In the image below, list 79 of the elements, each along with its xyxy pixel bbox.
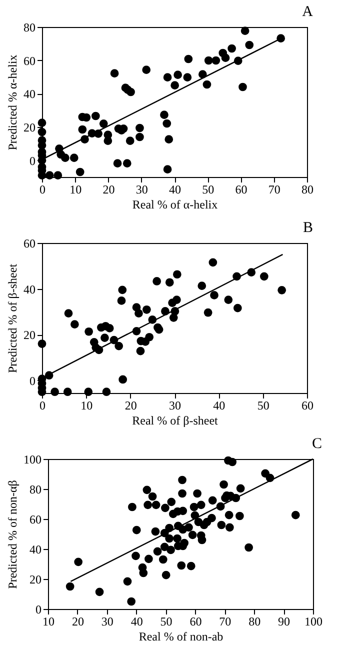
point [70,320,79,328]
point [38,340,46,348]
point [63,388,72,396]
x-tick-label: 60 [302,398,314,412]
point [142,305,151,314]
text: B [302,220,313,236]
y-tick-label: 80 [24,20,36,34]
text: A [302,4,314,20]
point [204,308,212,317]
y-tick-label: 0 [36,602,42,616]
point [118,286,127,294]
point [84,388,93,396]
point [105,324,114,332]
point [165,278,174,287]
x-tick-label: 10 [80,398,93,412]
y-axis-title: Predicted % α-helix [6,54,20,150]
x-tick-label: 30 [101,614,114,628]
x-tick-label: 10 [42,614,54,628]
x-axis-title: Real % of β-sheet [132,414,219,428]
point [208,258,218,267]
x-tick-label: 50 [257,398,270,412]
x-tick-label: 90 [278,614,290,628]
x-tick-label: 40 [130,614,143,628]
y-axis-title: Predicted % of non-αβ [6,480,20,589]
y-tick-label: 20 [30,572,42,586]
y-tick-label: 40 [24,87,36,102]
y-tick-label: 80 [30,482,42,496]
point [172,296,181,304]
point [172,270,182,279]
x-tick-label: 70 [268,182,280,196]
point [233,304,242,312]
x-tick-label: 60 [235,182,248,196]
point [260,272,268,281]
x-tick-label: 50 [202,182,214,196]
point [278,286,286,294]
x-tick-label: 40 [169,182,181,196]
x-tick-label: 80 [302,182,314,196]
point [152,277,162,286]
x-tick-label: 60 [190,614,202,628]
y-tick-label: 20 [24,328,36,342]
point [136,346,145,356]
x-tick-label: 70 [219,614,232,628]
y-tick-label: 40 [24,282,36,296]
y-axis-title: Predicted % of β-sheet [6,263,20,374]
point [169,313,178,322]
y-tick-label: 100 [24,452,42,466]
x-tick-label: 40 [213,398,226,412]
x-tick-label: 100 [304,614,322,628]
point [100,334,109,342]
x-tick-label: 30 [136,182,148,196]
y-tick-label: 0 [30,154,36,168]
point [145,332,154,342]
point [84,327,93,336]
point [198,282,206,290]
point [210,291,218,300]
point [117,296,126,305]
point [118,375,128,384]
text: C [312,436,322,452]
point [134,309,143,318]
point [114,342,124,350]
y-tick-label: 60 [24,236,36,250]
x-axis-title: Real % of non-ab [138,630,224,644]
y-tick-label: 60 [24,54,36,68]
y-tick-label: 0 [30,374,36,388]
y-tick-label: 40 [30,542,42,556]
x-tick-label: 20 [124,398,137,412]
x-tick-label: 20 [102,182,115,196]
x-tick-label: 80 [248,614,261,628]
point [50,388,59,396]
x-tick-label: 10 [70,182,82,196]
x-axis-title: Real % of α-helix [132,198,218,212]
point [64,309,73,318]
y-tick-label: 20 [24,120,36,134]
x-tick-label: 20 [72,614,84,628]
x-tick-label: 30 [169,398,181,412]
x-tick-label: 50 [160,614,172,628]
point [102,388,111,396]
point [224,296,233,304]
y-tick-label: 60 [30,512,42,526]
